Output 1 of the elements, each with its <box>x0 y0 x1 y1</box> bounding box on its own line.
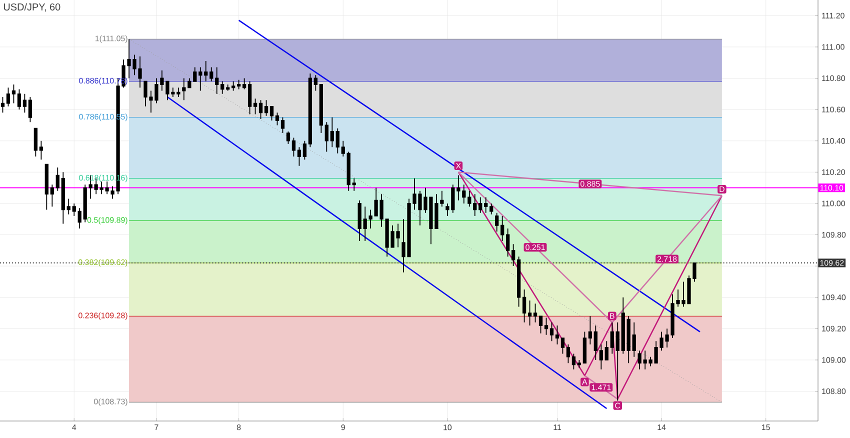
chart-title: USD/JPY, 60 <box>4 3 60 12</box>
